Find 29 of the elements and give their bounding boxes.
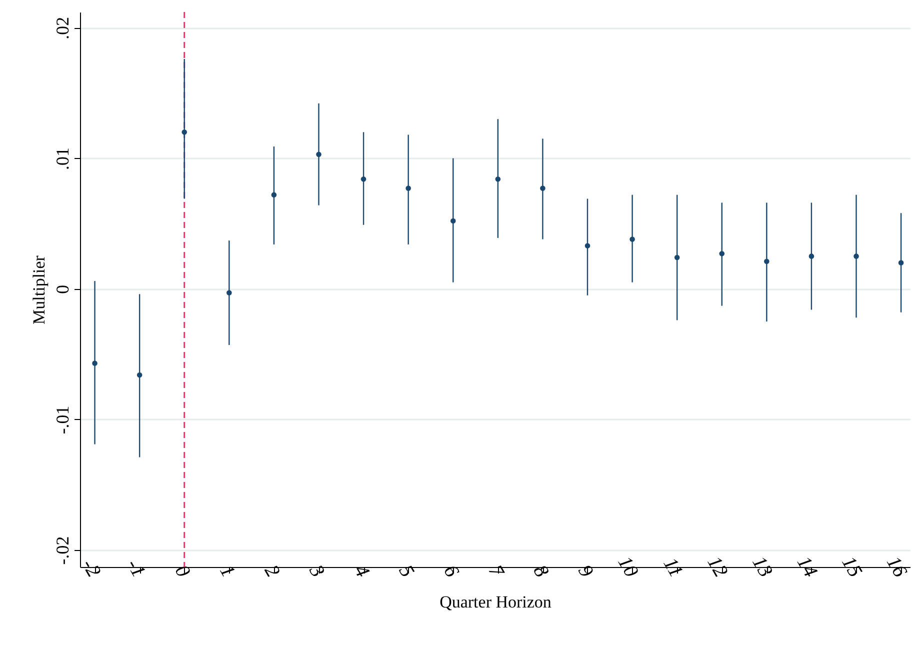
point	[674, 254, 680, 260]
point	[450, 218, 456, 224]
point	[316, 152, 322, 157]
y-tick-label: -.01	[52, 406, 72, 434]
point	[898, 260, 904, 266]
point	[406, 186, 411, 191]
point	[226, 290, 232, 296]
point	[764, 258, 770, 264]
x-tick-label: 13	[748, 552, 777, 581]
point	[495, 176, 501, 182]
x-axis-title: Quarter Horizon	[440, 592, 552, 612]
y-tick-label: 0	[52, 284, 72, 294]
x-tick-label: 12	[702, 552, 732, 581]
point	[271, 192, 277, 198]
point	[630, 236, 635, 242]
point	[854, 254, 859, 259]
y-tick-label: -.02	[52, 536, 72, 565]
y-tick-label: .01	[52, 148, 72, 170]
point	[540, 186, 546, 191]
point	[360, 176, 366, 182]
point	[182, 130, 188, 135]
y-tick-label: .02	[52, 16, 72, 40]
point	[808, 254, 814, 259]
point	[719, 250, 725, 256]
point	[92, 360, 98, 366]
point	[584, 243, 590, 248]
x-tick-label: 14	[792, 552, 822, 581]
point	[136, 372, 142, 378]
y-axis-title: Multiplier	[30, 255, 48, 324]
